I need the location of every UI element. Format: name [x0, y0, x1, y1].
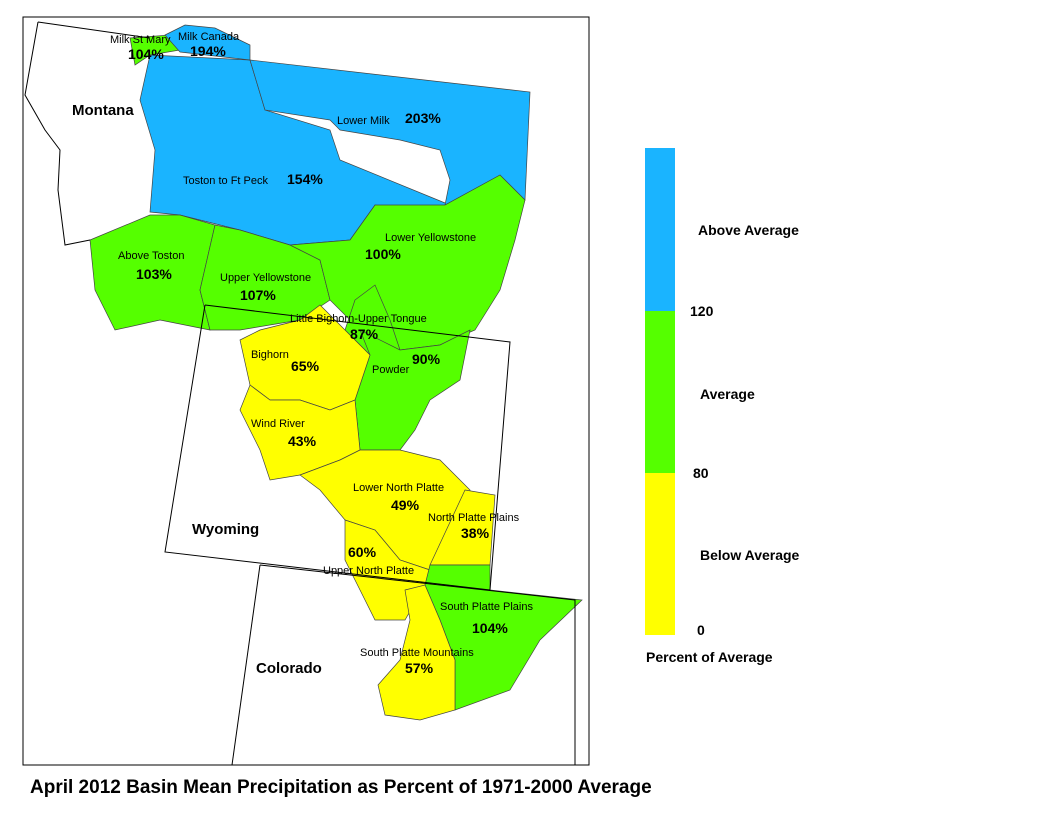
basin-percent: 38% [461, 525, 490, 541]
basin-name: Lower North Platte [353, 482, 444, 494]
state-border [24, 21, 91, 246]
legend-tick: 120 [690, 303, 714, 319]
legend-label: Average [700, 386, 755, 402]
basin-percent: 90% [412, 351, 441, 367]
basin-percent: 60% [348, 544, 377, 560]
basin-name: Lower Yellowstone [385, 232, 476, 244]
legend-label: Above Average [698, 222, 799, 238]
map-title: April 2012 Basin Mean Precipitation as P… [30, 777, 652, 798]
basin-name: Powder [372, 364, 410, 376]
basin-name: Little Bighorn-Upper Tongue [290, 313, 427, 325]
basin-percent: 65% [291, 358, 320, 374]
legend: Above Average Average Below Average 120 … [645, 148, 800, 665]
basin-name: Toston to Ft Peck [183, 175, 268, 187]
basin-percent: 103% [136, 266, 172, 282]
basin-name: Lower Milk [337, 115, 390, 127]
basin-percent: 104% [128, 46, 164, 62]
basin-name: North Platte Plains [428, 512, 520, 524]
basin-name: Milk St Mary [110, 34, 171, 46]
basin-percent: 203% [405, 110, 441, 126]
basin-name: Bighorn [251, 349, 289, 361]
basin-percent: 49% [391, 497, 420, 513]
basin-percent: 57% [405, 660, 434, 676]
basin-percent: 43% [288, 433, 317, 449]
basin [249, 59, 531, 206]
basins [89, 24, 583, 721]
basin [377, 584, 456, 721]
legend-tick: 80 [693, 465, 709, 481]
state-border [231, 564, 261, 766]
state-border [259, 564, 576, 765]
legend-swatch [645, 473, 675, 635]
state-label: Montana [72, 102, 134, 119]
legend-label: Below Average [700, 547, 800, 563]
basin-percent: 100% [365, 246, 401, 262]
basin-percent: 104% [472, 620, 508, 636]
state-border [164, 304, 511, 591]
basin [288, 174, 526, 351]
state-border [37, 21, 151, 39]
basin-name: Upper Yellowstone [220, 272, 311, 284]
basin-name: Wind River [251, 418, 305, 430]
basin [129, 34, 181, 66]
basin-name: Upper North Platte [323, 565, 414, 577]
basin-name: South Platte Mountains [360, 647, 474, 659]
state-label: Colorado [256, 660, 322, 677]
basin-labels: Milk St Mary 104% Milk Canada 194% Lower… [110, 31, 533, 676]
legend-swatch [645, 311, 675, 473]
basin [164, 24, 251, 61]
basin-name: Above Toston [118, 250, 184, 262]
basin-percent: 154% [287, 171, 323, 187]
basin-percent: 194% [190, 43, 226, 59]
basin-percent: 87% [350, 326, 379, 342]
basin-percent: 107% [240, 287, 276, 303]
legend-tick: 0 [697, 622, 705, 638]
state-label: Wyoming [192, 521, 259, 538]
legend-swatch [645, 148, 675, 311]
legend-title: Percent of Average [646, 649, 773, 665]
basin-name: Milk Canada [178, 31, 240, 43]
basin-name: South Platte Plains [440, 601, 533, 613]
